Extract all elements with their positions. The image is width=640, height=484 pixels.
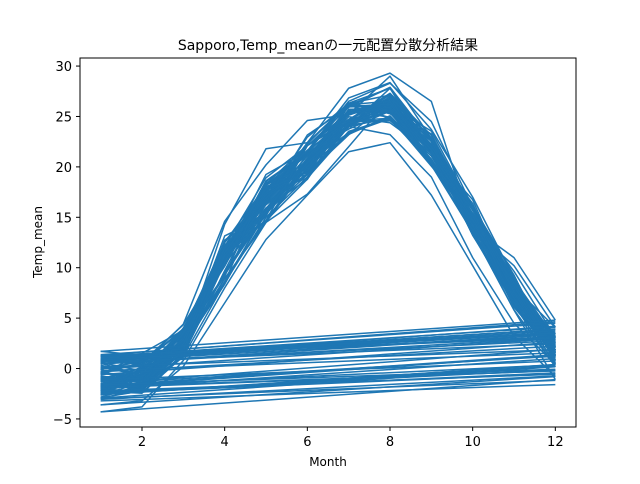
plot-frame [79, 57, 577, 428]
y-tick-label: 25 [55, 110, 72, 125]
y-axis-ticks: −5 0 5 10 15 20 25 30 [53, 60, 80, 428]
x-axis-ticks: 2 4 6 8 10 12 [138, 427, 564, 450]
y-tick-label: 15 [55, 211, 72, 226]
y-axis-label: Temp_mean [31, 206, 45, 279]
wrap-segment [100, 373, 556, 392]
y-tick-label: −5 [53, 413, 72, 428]
y-tick-label: 10 [55, 262, 72, 277]
x-tick-label: 10 [464, 435, 481, 450]
wrap-segment [100, 322, 556, 356]
y-tick-label: 5 [64, 312, 72, 327]
wrap-segment [100, 363, 556, 396]
x-tick-label: 6 [303, 435, 311, 450]
wrap-segment [100, 354, 556, 387]
y-tick-label: 30 [55, 60, 72, 75]
wrap-segment [100, 378, 556, 413]
x-tick-label: 2 [138, 435, 146, 450]
series-line [100, 81, 556, 369]
wrap-segment [100, 368, 556, 386]
series-line [100, 141, 556, 406]
wrap-segment [100, 375, 556, 406]
wrap-segment [100, 337, 556, 357]
wrap-segment [100, 383, 556, 402]
x-tick-label: 4 [221, 435, 229, 450]
wrap-segment [100, 375, 556, 401]
y-tick-label: 20 [55, 161, 72, 176]
wrap-segment [100, 345, 556, 373]
wrap-segment [100, 337, 556, 365]
y-tick-label: 0 [64, 363, 72, 378]
wrap-segment [100, 333, 556, 365]
series-line [100, 96, 556, 384]
wrap-segment [100, 332, 556, 357]
wrap-segment [100, 348, 556, 385]
x-tick-label: 12 [547, 435, 564, 450]
wrap-segment [100, 329, 556, 361]
series-layer [100, 72, 557, 413]
chart-title: Sapporo,Temp_meanの一元配置分散分析結果 [178, 38, 478, 54]
wrap-segment [100, 319, 556, 353]
x-tick-label: 8 [386, 435, 394, 450]
x-axis-label: Month [309, 455, 347, 469]
wrap-segment [100, 357, 556, 390]
